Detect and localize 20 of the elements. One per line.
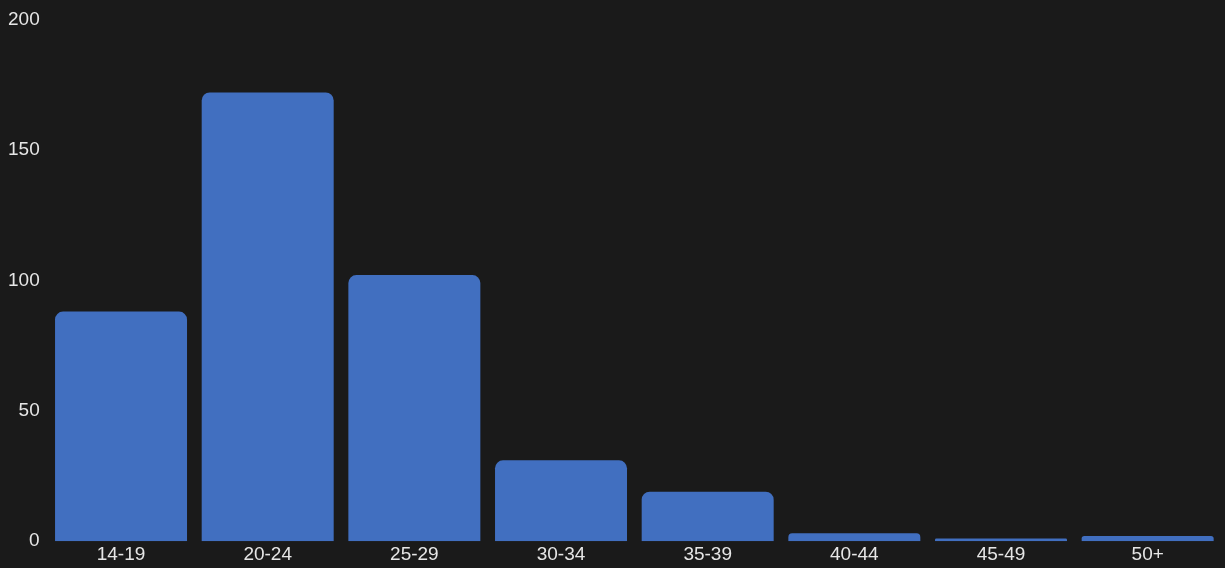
x-tick-label: 35-39 <box>683 542 732 564</box>
bar <box>348 275 481 542</box>
bar <box>201 92 334 542</box>
bar <box>788 533 921 542</box>
x-tick-label: 20-24 <box>243 542 293 564</box>
x-tick-label: 50+ <box>1131 542 1164 564</box>
x-tick-label: 45-49 <box>976 542 1026 564</box>
y-tick-label: 200 <box>8 7 40 29</box>
x-tick-label: 14-19 <box>96 542 146 564</box>
y-tick-label: 150 <box>8 138 40 160</box>
x-tick-label: 40-44 <box>830 542 880 564</box>
y-tick-label: 50 <box>18 398 40 420</box>
bar <box>55 311 188 542</box>
x-tick-label: 30-34 <box>536 542 586 564</box>
x-tick-label: 25-29 <box>390 542 439 564</box>
bar <box>495 460 628 542</box>
y-tick-label: 100 <box>8 268 40 290</box>
y-tick-label: 0 <box>29 529 40 551</box>
bar <box>641 491 774 542</box>
bar <box>1081 535 1214 542</box>
